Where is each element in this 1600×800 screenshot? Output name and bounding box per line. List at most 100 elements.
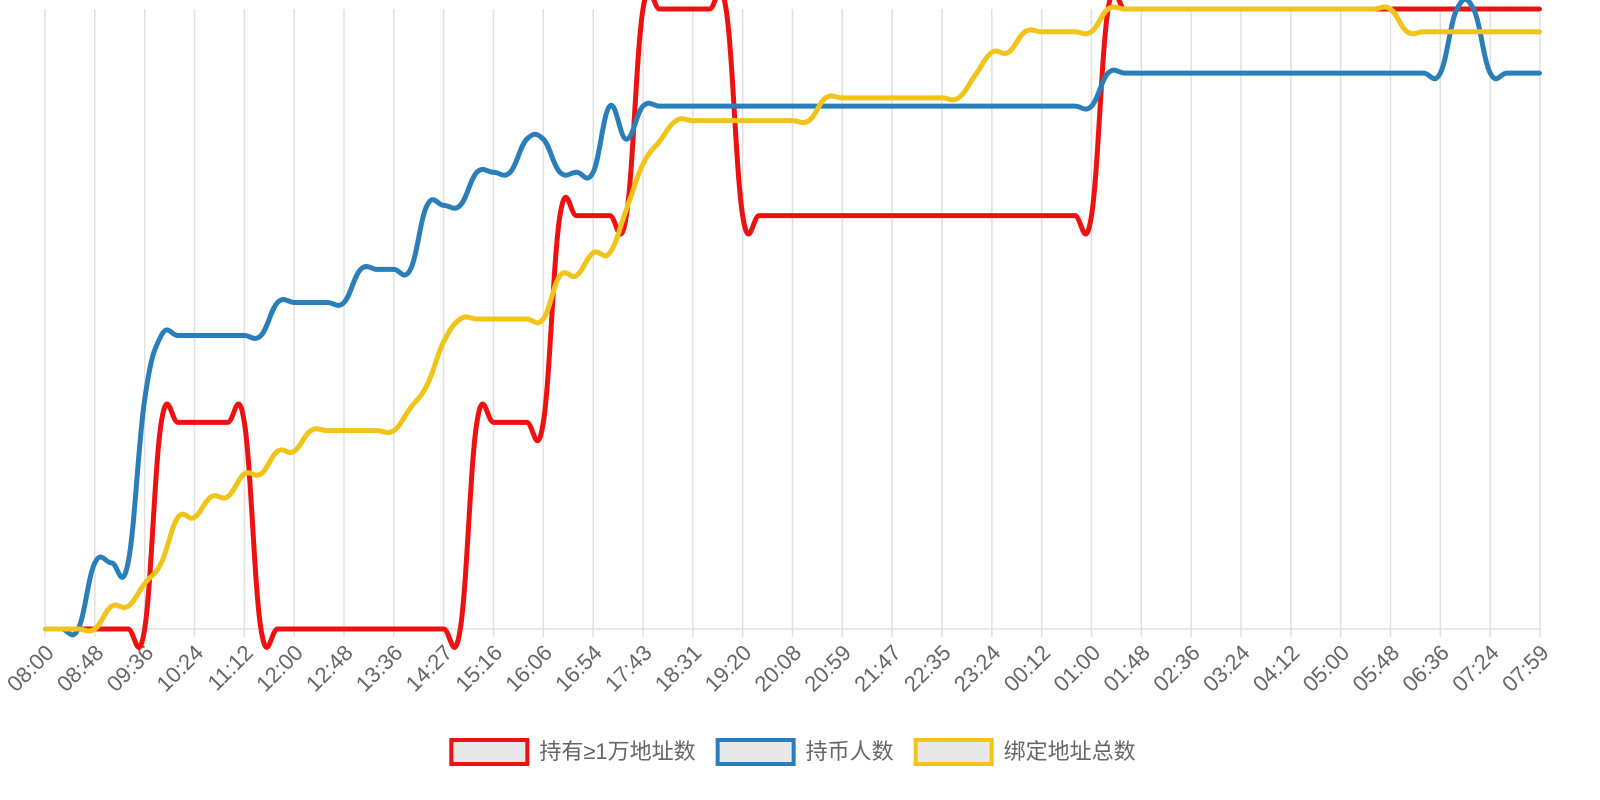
point bbox=[574, 213, 579, 218]
point bbox=[441, 203, 446, 208]
point bbox=[1122, 71, 1127, 76]
point bbox=[1488, 29, 1493, 34]
point bbox=[724, 104, 729, 109]
x-tick-label: 00:12 bbox=[999, 640, 1056, 697]
x-tick-label: 10:24 bbox=[152, 640, 209, 697]
point bbox=[1504, 71, 1509, 76]
point bbox=[557, 170, 562, 175]
x-tick-label: 13:36 bbox=[351, 640, 408, 697]
x-tick-label: 05:48 bbox=[1348, 640, 1405, 697]
point bbox=[1139, 71, 1144, 76]
point bbox=[641, 104, 645, 109]
point bbox=[1504, 7, 1509, 11]
point bbox=[92, 627, 97, 631]
point bbox=[1322, 7, 1327, 11]
point bbox=[1272, 71, 1277, 76]
x-tick-label: 08:00 bbox=[2, 640, 59, 697]
point bbox=[308, 627, 313, 631]
point bbox=[1189, 71, 1194, 76]
point bbox=[1438, 29, 1443, 34]
point bbox=[1538, 71, 1542, 76]
point bbox=[823, 104, 828, 109]
point bbox=[906, 95, 911, 100]
point bbox=[508, 420, 513, 425]
point bbox=[541, 420, 546, 425]
point bbox=[408, 627, 413, 631]
point bbox=[92, 560, 97, 565]
point bbox=[474, 420, 479, 425]
point bbox=[258, 472, 263, 476]
point bbox=[1039, 104, 1044, 109]
point bbox=[1239, 71, 1243, 76]
x-tick-label: 12:48 bbox=[301, 640, 358, 697]
point bbox=[1288, 71, 1293, 76]
point bbox=[823, 95, 828, 100]
point bbox=[325, 300, 330, 305]
point bbox=[1471, 7, 1476, 11]
point bbox=[1405, 7, 1410, 11]
point bbox=[557, 213, 562, 218]
point bbox=[491, 317, 496, 321]
point bbox=[1355, 71, 1360, 76]
point bbox=[491, 170, 496, 175]
point bbox=[43, 627, 47, 631]
point bbox=[474, 170, 479, 175]
point bbox=[425, 383, 430, 388]
point bbox=[890, 95, 895, 100]
point bbox=[707, 7, 712, 11]
point bbox=[441, 339, 446, 344]
point bbox=[342, 428, 346, 433]
point bbox=[1272, 7, 1277, 11]
point bbox=[1155, 71, 1160, 76]
point bbox=[192, 515, 197, 520]
x-tick-label: 07:24 bbox=[1447, 640, 1504, 697]
point bbox=[192, 333, 197, 338]
point bbox=[292, 627, 297, 631]
point bbox=[1106, 7, 1111, 11]
point bbox=[724, 118, 729, 123]
point bbox=[242, 333, 247, 338]
point bbox=[607, 250, 612, 255]
point bbox=[1521, 7, 1526, 11]
point bbox=[624, 207, 629, 212]
x-tick-label: 05:00 bbox=[1298, 640, 1355, 697]
point bbox=[707, 104, 712, 109]
x-tick-label: 16:54 bbox=[550, 640, 607, 697]
point bbox=[940, 95, 944, 100]
point bbox=[1255, 71, 1260, 76]
point bbox=[292, 449, 297, 454]
point bbox=[1438, 7, 1443, 11]
point bbox=[375, 267, 380, 272]
point bbox=[840, 95, 845, 100]
point bbox=[342, 627, 346, 631]
x-tick-label: 19:20 bbox=[700, 640, 757, 697]
point bbox=[690, 104, 695, 109]
point bbox=[524, 420, 529, 425]
point bbox=[1488, 7, 1493, 11]
point bbox=[508, 317, 513, 321]
point bbox=[1122, 7, 1127, 11]
point bbox=[1089, 213, 1094, 218]
x-tick-label: 06:36 bbox=[1397, 640, 1454, 697]
point bbox=[1388, 7, 1393, 11]
legend-swatch bbox=[913, 738, 994, 766]
point bbox=[591, 250, 596, 255]
x-tick-label: 17:43 bbox=[600, 640, 657, 697]
point bbox=[591, 213, 596, 218]
point bbox=[690, 118, 695, 123]
point bbox=[541, 137, 546, 142]
point bbox=[757, 104, 762, 109]
point bbox=[807, 118, 812, 123]
point bbox=[840, 213, 845, 218]
point bbox=[989, 104, 994, 109]
point bbox=[1023, 104, 1028, 109]
x-tick-label: 01:48 bbox=[1098, 640, 1155, 697]
point bbox=[425, 203, 430, 208]
point bbox=[275, 449, 280, 454]
point bbox=[1072, 29, 1077, 34]
point bbox=[856, 95, 861, 100]
point bbox=[258, 333, 263, 338]
point bbox=[1288, 7, 1293, 11]
point bbox=[109, 627, 114, 631]
point bbox=[1538, 7, 1542, 11]
